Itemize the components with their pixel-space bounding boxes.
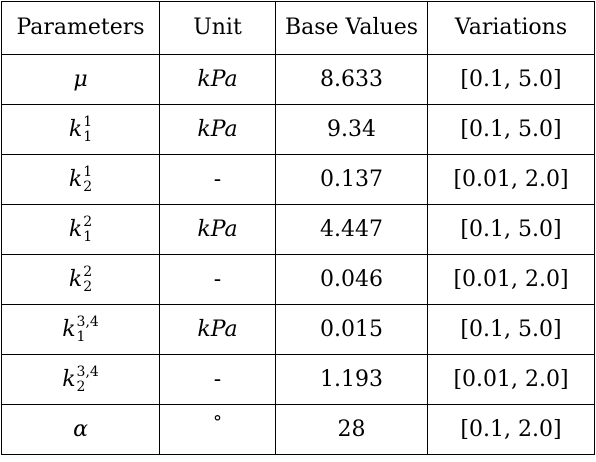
param-cell: μ xyxy=(1,54,160,105)
header-variations: Variations xyxy=(427,1,595,55)
table-row: α ° 28 [0.1, 2.0] xyxy=(1,404,595,455)
base-value-cell: 28 xyxy=(275,404,428,455)
variation-cell: [0.01, 2.0] xyxy=(427,354,595,405)
parameter-table: Parameters Unit Base Values Variations μ… xyxy=(1,1,595,455)
table-row: k 3,4 2 - 1.193 [0.01, 2.0] xyxy=(1,354,595,405)
header-base-values: Base Values xyxy=(275,1,428,55)
unit-cell: - xyxy=(159,254,276,305)
base-value-cell: 9.34 xyxy=(275,104,428,155)
header-parameters: Parameters xyxy=(1,1,160,55)
base-value-cell: 0.015 xyxy=(275,304,428,355)
variation-cell: [0.1, 2.0] xyxy=(427,404,595,455)
table-row: k 3,4 1 kPa 0.015 [0.1, 5.0] xyxy=(1,304,595,355)
unit-cell: kPa xyxy=(159,104,276,155)
unit-cell: kPa xyxy=(159,54,276,105)
variation-cell: [0.1, 5.0] xyxy=(427,54,595,105)
param-symbol: k xyxy=(62,316,76,342)
param-subscript: 1 xyxy=(76,328,86,345)
param-symbol: k xyxy=(68,166,83,192)
param-superscript: 1 xyxy=(83,113,93,130)
base-value-cell: 0.137 xyxy=(275,154,428,205)
variation-cell: [0.1, 5.0] xyxy=(427,304,595,355)
table-header-row: Parameters Unit Base Values Variations xyxy=(1,1,595,55)
variation-cell: [0.1, 5.0] xyxy=(427,104,595,155)
variation-cell: [0.1, 5.0] xyxy=(427,204,595,255)
param-symbol: k xyxy=(68,216,83,242)
unit-cell: kPa xyxy=(159,204,276,255)
param-cell: α xyxy=(1,404,160,455)
unit-cell: - xyxy=(159,154,276,205)
param-superscript: 2 xyxy=(83,213,93,230)
param-subscript: 1 xyxy=(83,228,93,245)
unit-cell: kPa xyxy=(159,304,276,355)
param-subscript: 2 xyxy=(76,378,86,395)
param-symbol: k xyxy=(68,266,83,292)
param-symbol: α xyxy=(73,416,88,442)
degree-symbol: ° xyxy=(213,411,222,433)
base-value-cell: 0.046 xyxy=(275,254,428,305)
param-superscript: 1 xyxy=(83,163,93,180)
unit-cell: ° xyxy=(159,404,276,455)
param-superscript: 2 xyxy=(83,263,93,280)
param-subscript: 1 xyxy=(83,128,93,145)
param-superscript: 3,4 xyxy=(76,363,99,380)
parameter-table-container: Parameters Unit Base Values Variations μ… xyxy=(1,1,595,455)
param-subscript: 2 xyxy=(83,178,93,195)
base-value-cell: 4.447 xyxy=(275,204,428,255)
variation-cell: [0.01, 2.0] xyxy=(427,254,595,305)
param-symbol: μ xyxy=(73,66,88,92)
param-cell: k 3,4 2 xyxy=(1,354,160,405)
param-cell: k 3,4 1 xyxy=(1,304,160,355)
header-unit: Unit xyxy=(159,1,276,55)
base-value-cell: 8.633 xyxy=(275,54,428,105)
param-subscript: 2 xyxy=(83,278,93,295)
param-symbol: k xyxy=(62,366,76,392)
unit-cell: - xyxy=(159,354,276,405)
variation-cell: [0.01, 2.0] xyxy=(427,154,595,205)
base-value-cell: 1.193 xyxy=(275,354,428,405)
param-superscript: 3,4 xyxy=(76,313,99,330)
param-symbol: k xyxy=(68,116,83,142)
table-row: μ kPa 8.633 [0.1, 5.0] xyxy=(1,54,595,105)
